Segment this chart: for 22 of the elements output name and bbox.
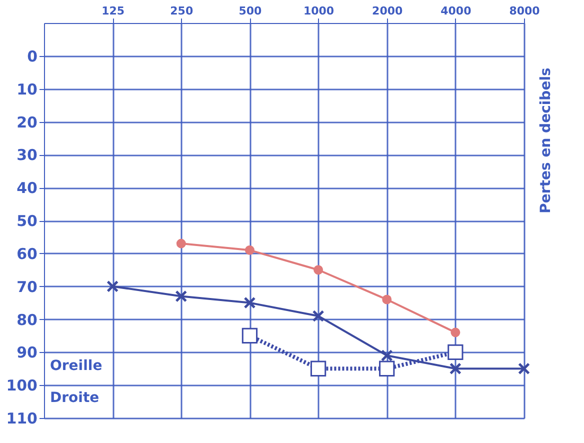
x-tick-label: 125 (102, 4, 125, 18)
x-tick-label: 2000 (372, 4, 404, 18)
x-tick-label: 4000 (440, 4, 472, 18)
y-tick-label: 10 (16, 80, 38, 98)
y-tick-label: 110 (6, 410, 38, 428)
x-tick-label: 1000 (303, 4, 334, 18)
y-tick-label: 70 (16, 278, 38, 296)
y-tick-label: 50 (16, 212, 38, 230)
y-tick-label: 80 (16, 310, 38, 329)
y-axis-title: Pertes en decibels (538, 68, 554, 214)
y-tick-label: 90 (16, 344, 38, 362)
x-tick-label: 500 (238, 4, 262, 18)
x-tick-label: 8000 (509, 4, 540, 18)
x-tick-label: 250 (170, 4, 194, 18)
annotation: Oreille (50, 358, 102, 374)
annotation: Droite (50, 390, 100, 406)
y-tick-label: 40 (16, 179, 38, 198)
y-tick-label: 20 (16, 113, 38, 132)
y-tick-label: 0 (27, 47, 38, 66)
y-tick-label: 30 (16, 146, 38, 164)
y-tick-label: 60 (16, 244, 38, 263)
y-tick-label: 100 (6, 376, 38, 395)
